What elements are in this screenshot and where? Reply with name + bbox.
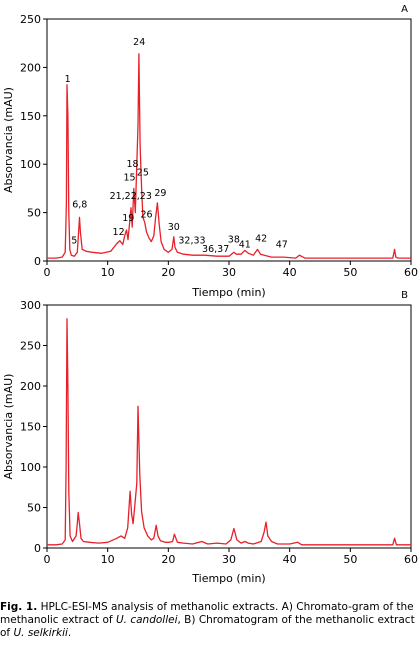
x-tick-label: 0 xyxy=(44,553,51,566)
x-tick-label: 50 xyxy=(343,266,357,279)
peak-label: 6,8 xyxy=(72,200,87,211)
y-tick-label: 50 xyxy=(27,502,41,515)
x-tick-label: 40 xyxy=(283,553,297,566)
peak-label: 1 xyxy=(65,74,71,85)
caption-text-3: . xyxy=(67,627,72,639)
y-tick-label: 0 xyxy=(34,542,41,555)
peak-label: 32,33 xyxy=(178,235,205,246)
y-axis-label: Absorvancia (mAU) xyxy=(2,374,15,480)
panel-letter: A xyxy=(401,4,408,15)
chromatogram-trace xyxy=(47,318,411,546)
chart-panel-a: 0 10 20 30 40 50 60 0 50 100 150 200 250 Tiempo (min)… xyxy=(2,4,418,299)
peak-label: 26 xyxy=(140,209,152,220)
peak-label: 47 xyxy=(276,239,288,250)
y-tick-label: 100 xyxy=(20,461,41,474)
y-axis-label: Absorvancia (mAU) xyxy=(2,87,15,193)
x-tick-label: 0 xyxy=(44,266,51,279)
caption-species-a: U. candollei xyxy=(115,614,178,626)
x-tick-label: 60 xyxy=(404,266,418,279)
peak-label: 24 xyxy=(133,37,145,48)
peak-label: 36,37 xyxy=(202,244,229,255)
x-tick-label: 20 xyxy=(161,266,175,279)
peak-label: 30 xyxy=(168,222,180,233)
chart-panel-b: 0 10 20 30 40 50 60 0 50 100 150 200 250 300 Tiempo (m… xyxy=(2,290,418,585)
peak-label: 5 xyxy=(71,235,77,246)
x-tick-label: 10 xyxy=(101,266,115,279)
y-tick-label: 300 xyxy=(20,299,41,312)
x-tick-label: 20 xyxy=(161,553,175,566)
y-tick-label: 200 xyxy=(20,61,41,74)
caption-figure-label: Fig. 1. xyxy=(0,601,38,613)
panel-letter: B xyxy=(401,290,408,301)
y-tick-label: 50 xyxy=(27,207,41,220)
peak-label: 12 xyxy=(113,227,125,238)
peak-label: 41 xyxy=(239,239,251,250)
y-tick-label: 200 xyxy=(20,380,41,393)
peak-label: 42 xyxy=(255,234,267,245)
y-tick-label: 100 xyxy=(20,158,41,171)
x-tick-label: 50 xyxy=(343,553,357,566)
x-tick-label: 30 xyxy=(222,553,236,566)
x-tick-label: 30 xyxy=(222,266,236,279)
peak-label: 19 xyxy=(122,213,134,224)
caption-text-2: , B) Chromatogram of the methanolic extr… xyxy=(0,614,415,639)
figure-caption: Fig. 1. HPLC-ESI-MS analysis of methanol… xyxy=(0,601,418,640)
y-tick-label: 150 xyxy=(20,110,41,123)
y-tick-label: 0 xyxy=(34,255,41,268)
peak-label: 21,22,23 xyxy=(110,191,152,202)
x-tick-label: 40 xyxy=(283,266,297,279)
peak-label: 15 xyxy=(123,173,135,184)
caption-text-1: HPLC-ESI-MS analysis of methanolic extra… xyxy=(0,601,414,626)
y-tick-label: 150 xyxy=(20,421,41,434)
x-axis-label: Tiempo (min) xyxy=(191,286,265,299)
x-tick-label: 10 xyxy=(101,553,115,566)
x-tick-label: 60 xyxy=(404,553,418,566)
peak-label: 25 xyxy=(137,168,149,179)
y-tick-label: 250 xyxy=(20,13,41,26)
chromatogram-trace xyxy=(47,53,411,259)
x-axis-label: Tiempo (min) xyxy=(191,572,265,585)
peak-label: 29 xyxy=(154,188,166,199)
plot-frame xyxy=(46,304,412,549)
caption-species-b: U. selkirkii xyxy=(13,627,68,639)
y-tick-label: 250 xyxy=(20,340,41,353)
plot-frame xyxy=(46,18,412,262)
peak-label: 38 xyxy=(228,235,240,246)
peak-label: 18 xyxy=(126,159,138,170)
